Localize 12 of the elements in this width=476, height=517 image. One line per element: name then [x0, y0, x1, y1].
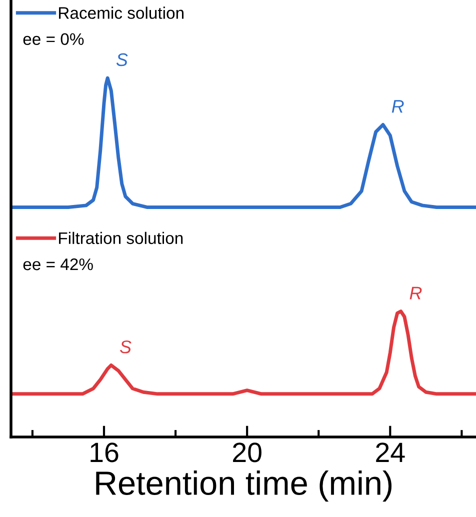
x-tick-label: 16: [90, 442, 118, 462]
annotation: S: [116, 53, 128, 66]
text: ee = 0%: [23, 33, 84, 46]
annotation: R: [392, 100, 404, 113]
x-axis-title: Retention time (min): [96, 470, 392, 502]
legend-label: Filtration solution: [59, 232, 183, 244]
annotation: ee = 42%: [23, 258, 93, 270]
x-tick-label: 24: [376, 442, 405, 462]
legend-label: Racemic solution: [59, 6, 184, 19]
annotation: S: [120, 340, 132, 354]
annotation: R: [410, 286, 422, 300]
x-tick-label: 20: [233, 442, 262, 462]
